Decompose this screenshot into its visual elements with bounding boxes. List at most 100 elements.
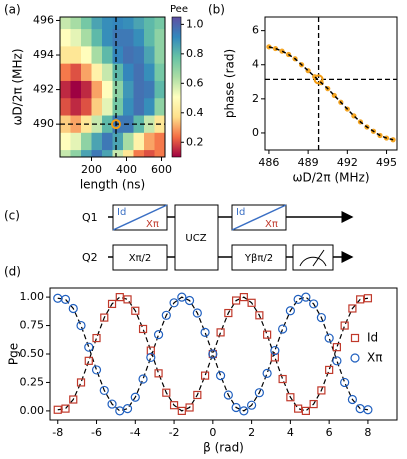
heatmap-cell (91, 17, 103, 30)
heatmap-cell (144, 46, 155, 65)
colorbar-tick-label: 1.0 (186, 17, 204, 30)
heatmap-cell (123, 17, 134, 30)
heatmap-cell (91, 63, 103, 82)
data-point (247, 400, 257, 410)
data-point (216, 328, 225, 337)
data-point (84, 356, 93, 365)
y-tick-label: 0.00 (20, 404, 45, 417)
heatmap-cell (112, 80, 124, 99)
heatmap-cell (123, 63, 134, 82)
heatmap-cell (144, 132, 155, 151)
data-point (53, 405, 62, 414)
highlight-marker (111, 119, 121, 130)
heatmap-cell (81, 46, 92, 65)
y-tick-label: 0 (252, 126, 259, 139)
data-point (347, 394, 358, 405)
heatmap-cells (60, 17, 165, 157)
heatmap-cell (102, 17, 113, 30)
data-point (200, 327, 210, 337)
heatmap-cell (91, 80, 103, 99)
x-tick-label: -8 (52, 426, 63, 439)
data-point (340, 321, 349, 330)
heatmap-cell (102, 46, 113, 65)
data-point (309, 399, 318, 409)
gate-diagonal (231, 204, 287, 231)
heatmap-cell (154, 17, 165, 30)
gate-box (174, 204, 219, 271)
heatmap-cell (123, 29, 134, 47)
colorbar-tick-label: 0.6 (186, 76, 204, 89)
gate-label: UCZ (185, 233, 206, 244)
data-point (138, 324, 148, 334)
heatmap-cell (70, 17, 82, 30)
heatmap-cell (91, 150, 103, 157)
gate-label: Yβπ/2 (244, 253, 273, 264)
heatmap-cell (70, 29, 82, 47)
heatmap-cell (112, 132, 124, 151)
x-tick-label: -4 (130, 426, 141, 439)
y-tick-label: 494 (33, 48, 54, 61)
x-tick-label: 486 (258, 156, 279, 169)
heatmap-cell (144, 63, 155, 82)
heatmap-cell (91, 46, 103, 65)
data-point (232, 296, 241, 305)
panel-label: (b) (208, 3, 225, 17)
x-tick-label: 2 (248, 426, 255, 439)
data-point (107, 299, 117, 309)
data-point (263, 330, 272, 339)
heatmap-cell (102, 63, 113, 82)
data-point (215, 371, 226, 381)
data-point (115, 293, 124, 302)
heatmap-cell (102, 98, 113, 117)
x-tick-label: -2 (169, 426, 180, 439)
heatmap-cell (60, 63, 71, 82)
data-point (285, 306, 295, 316)
colorbar-label: Pee (170, 4, 188, 15)
data-point (254, 388, 264, 398)
heatmap-cell (112, 29, 124, 47)
data-point (154, 369, 163, 378)
data-point (169, 401, 179, 410)
data-point (84, 342, 94, 352)
x-tick-label: 600 (151, 163, 172, 176)
gate-label: Xπ/2 (129, 253, 152, 264)
gate-label: Xπ (265, 219, 278, 230)
heatmap-cell (133, 46, 145, 65)
data-point (270, 345, 280, 356)
y-tick-label: 6 (252, 24, 259, 37)
x-axis-label: length (ns) (80, 178, 145, 192)
data-point (161, 310, 171, 320)
heatmap-cell (154, 29, 165, 47)
heatmap-cell (91, 132, 103, 151)
highlight-marker (313, 74, 324, 85)
legend-marker (350, 333, 360, 343)
legend-marker (350, 353, 360, 363)
y-tick-label: 492 (33, 83, 54, 96)
data-point (68, 303, 78, 314)
heatmap-cell (81, 63, 92, 82)
heatmap-cell (60, 17, 71, 30)
heatmap-cell (81, 150, 92, 157)
x-tick-label: 489 (298, 156, 319, 169)
gate-label: Xπ (146, 219, 159, 230)
heatmap-cell (60, 80, 71, 99)
x-tick-label: 400 (116, 163, 137, 176)
data-point (293, 294, 303, 304)
heatmap-cell (123, 98, 134, 117)
colorbar (171, 16, 182, 158)
data-point (131, 306, 140, 315)
data-point (138, 374, 148, 384)
heatmap-cell (102, 115, 113, 134)
heatmap-cell (144, 17, 155, 30)
panel-label: (a) (4, 3, 21, 17)
heatmap-cell (154, 80, 165, 99)
heatmap-cell (112, 98, 124, 117)
data-point (301, 292, 311, 302)
gate-diagonal (112, 204, 168, 231)
data-point (76, 320, 86, 331)
heatmap-cell (144, 80, 155, 99)
data-point (332, 356, 342, 366)
y-axis-label: phase (rad) (223, 49, 237, 118)
data-point (363, 294, 373, 303)
